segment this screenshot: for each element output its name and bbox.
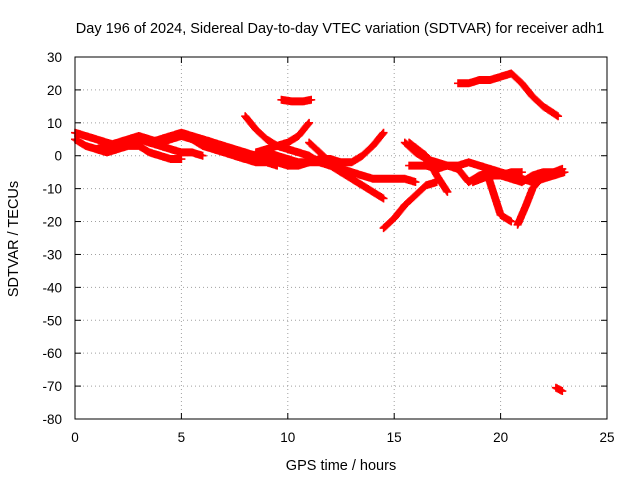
data-series-18 [481, 164, 516, 226]
x-tick-label: 0 [71, 430, 79, 445]
chart-title: Day 196 of 2024, Sidereal Day-to-day VTE… [76, 21, 604, 37]
data-points [277, 95, 316, 106]
data-series-12 [379, 178, 441, 233]
data-points [251, 118, 314, 157]
y-tick-label: -50 [42, 313, 62, 328]
plot-frame [74, 56, 608, 420]
data-series-20 [551, 383, 567, 396]
y-tick-label: 0 [54, 149, 62, 164]
y-tick-label: -20 [42, 215, 62, 230]
data-series [71, 69, 569, 396]
y-tick-label: 20 [47, 83, 62, 98]
gridlines [75, 57, 607, 419]
x-tick-label: 15 [387, 430, 402, 445]
data-points [305, 138, 420, 187]
data-points [513, 164, 567, 229]
data-series-11 [305, 138, 420, 187]
data-points [551, 383, 567, 396]
data-series-9 [277, 95, 316, 106]
data-series-16 [454, 69, 563, 121]
data-points [454, 69, 563, 121]
data-points [481, 164, 516, 226]
y-tick-label: 30 [47, 50, 62, 65]
x-tick-label: 10 [280, 430, 295, 445]
x-tick-label: 5 [178, 430, 186, 445]
y-tick-label: -40 [42, 280, 62, 295]
data-series-19 [513, 164, 567, 229]
x-axis-label: GPS time / hours [286, 458, 396, 474]
y-tick-label: -10 [42, 182, 62, 197]
x-tick-label: 25 [599, 430, 614, 445]
data-series-8 [251, 118, 314, 157]
y-tick-label: 10 [47, 116, 62, 131]
axis-ticks: 0 5 10 15 20 25 30 20 10 0 -10 -20 -30 -40 -50 -60 -70 -8… [42, 50, 614, 445]
y-tick-label: -70 [42, 379, 62, 394]
y-tick-label: -30 [42, 247, 62, 262]
y-tick-label: -80 [42, 412, 62, 427]
y-tick-label: -60 [42, 346, 62, 361]
y-axis-label: SDTVAR / TECUs [6, 181, 22, 297]
data-points [379, 178, 441, 233]
x-tick-label: 20 [493, 430, 508, 445]
